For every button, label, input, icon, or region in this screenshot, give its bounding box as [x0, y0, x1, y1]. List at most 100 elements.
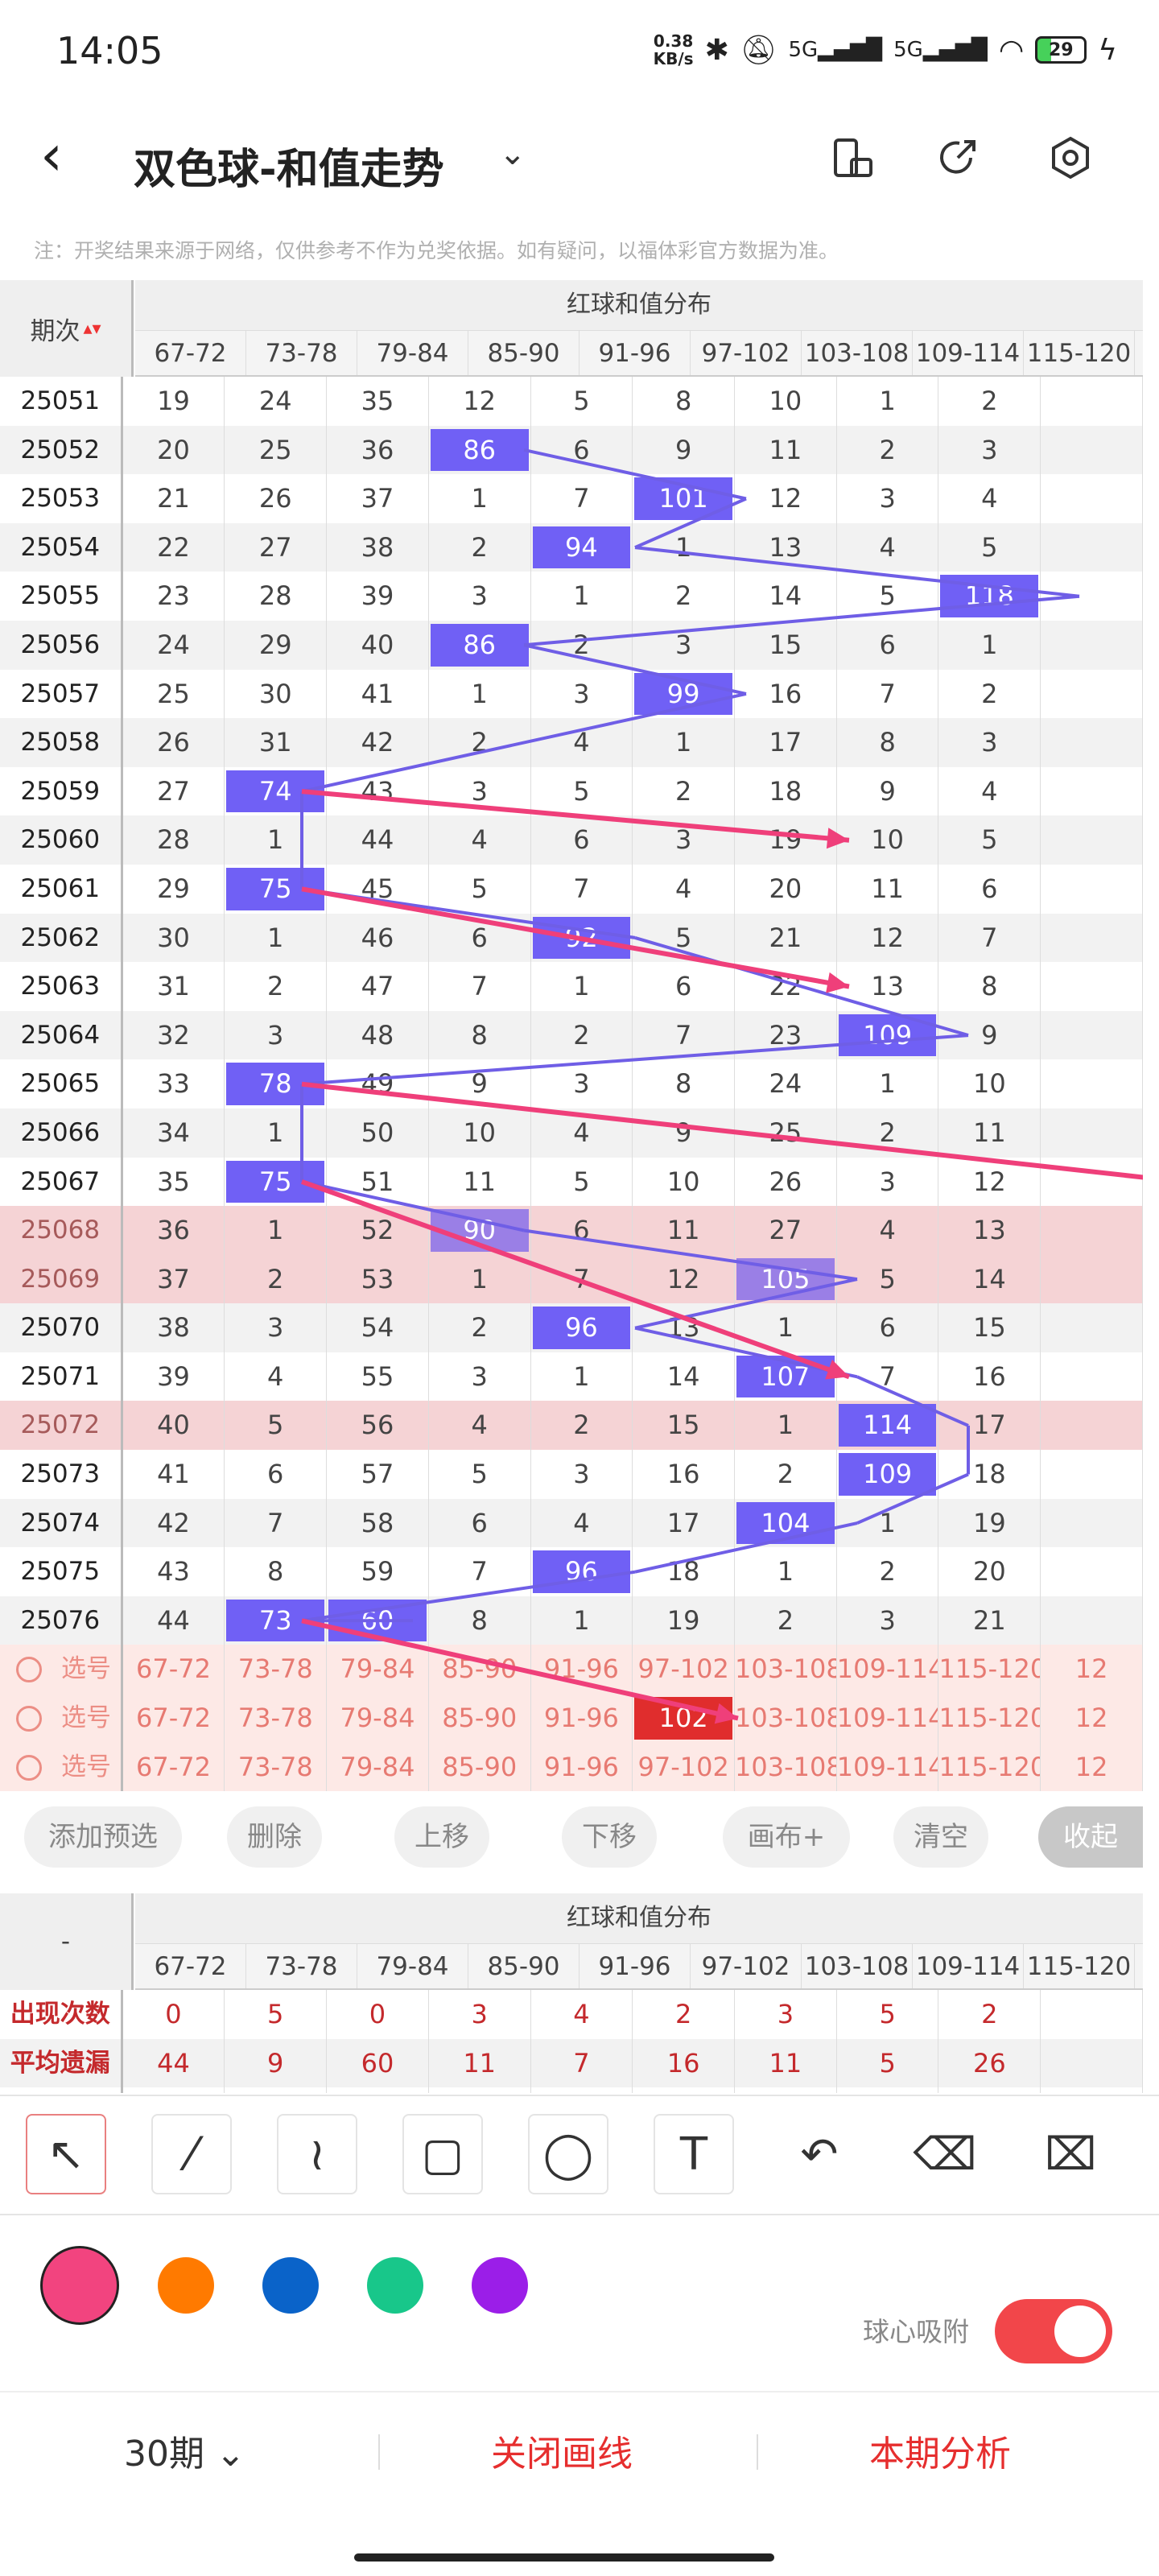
- select-option[interactable]: 97-102: [633, 1742, 736, 1792]
- stats-row: 最大遗漏44316012718271325: [0, 2087, 1143, 2093]
- color-orange[interactable]: [158, 2257, 214, 2314]
- value-cell: 43: [327, 766, 429, 816]
- select-cell[interactable]: 选号: [0, 1645, 123, 1695]
- select-option[interactable]: 97-102: [633, 1645, 736, 1695]
- select-option[interactable]: 67-72: [123, 1645, 225, 1695]
- chevron-down-icon[interactable]: ⌄: [499, 135, 526, 172]
- select-cell[interactable]: 选号: [0, 1694, 123, 1743]
- select-option[interactable]: 109-114: [837, 1742, 939, 1792]
- select-option[interactable]: 79-84: [327, 1645, 429, 1695]
- value-cell: 15: [938, 1303, 1041, 1352]
- select-option[interactable]: 79-84: [327, 1742, 429, 1792]
- select-option[interactable]: 12: [1041, 1645, 1143, 1695]
- select-option[interactable]: 102: [633, 1694, 736, 1743]
- select-row[interactable]: 选号 67-72 73-78 79-84 85-90 91-96 97-102 103-108…: [0, 1742, 1143, 1792]
- select-option[interactable]: 91-96: [531, 1645, 633, 1695]
- line-icon[interactable]: ⁄: [151, 2114, 232, 2194]
- curve-icon[interactable]: ≀: [277, 2114, 357, 2194]
- undo-icon[interactable]: ↶: [800, 2128, 839, 2181]
- value-cell: 5: [531, 1157, 633, 1207]
- period-selector[interactable]: 30期 ⌄: [124, 2434, 245, 2475]
- action-button[interactable]: 上移: [394, 1806, 489, 1868]
- settings-icon[interactable]: [1046, 134, 1095, 182]
- action-bar: 添加预选 删除 上移 下移 画布+ 清空 收起: [0, 1797, 1159, 1877]
- value-cell: 5: [633, 913, 736, 963]
- value-cell: 8: [633, 1059, 736, 1108]
- action-button[interactable]: 删除: [227, 1806, 322, 1868]
- selected-option[interactable]: 102: [634, 1697, 733, 1740]
- radio-icon[interactable]: [16, 1754, 42, 1781]
- value-cell: 8: [633, 377, 736, 426]
- action-button[interactable]: 画布+: [723, 1806, 850, 1868]
- action-button[interactable]: 清空: [893, 1806, 988, 1868]
- select-option[interactable]: 115-120: [938, 1742, 1041, 1792]
- text-icon[interactable]: T: [654, 2114, 734, 2194]
- select-option[interactable]: 115-120: [938, 1645, 1041, 1695]
- table-row: 25072 40 5 56 4 2 15 1 114 17: [0, 1401, 1143, 1451]
- circle-icon[interactable]: ◯: [528, 2114, 608, 2194]
- color-pink[interactable]: [40, 2246, 119, 2325]
- select-row[interactable]: 选号 67-72 73-78 79-84 85-90 91-96 102 103-108 109…: [0, 1694, 1143, 1743]
- select-option[interactable]: 85-90: [429, 1645, 531, 1695]
- select-option[interactable]: 12: [1041, 1742, 1143, 1792]
- value-cell: [1041, 1450, 1143, 1499]
- period-cell: 25068: [0, 1206, 123, 1255]
- select-option[interactable]: 91-96: [531, 1742, 633, 1792]
- select-option[interactable]: 73-78: [225, 1742, 328, 1792]
- stats-table: 红球和值分布 67-72 73-78 79-84 85-90 91-96 97-102 10…: [0, 1893, 1143, 2093]
- value-cell: 51: [327, 1157, 429, 1207]
- stats-value: [1041, 2087, 1143, 2093]
- value-cell: 96: [531, 1547, 633, 1596]
- clear-brush-icon[interactable]: ⌧: [1044, 2128, 1097, 2181]
- select-option[interactable]: 109-114: [837, 1694, 939, 1743]
- select-option[interactable]: 67-72: [123, 1742, 225, 1792]
- radio-icon[interactable]: [16, 1706, 42, 1732]
- select-option[interactable]: 103-108: [735, 1694, 837, 1743]
- close-draw-button[interactable]: 关闭画线: [491, 2434, 633, 2475]
- home-indicator[interactable]: [354, 2553, 774, 2562]
- select-label: 选号: [61, 1752, 111, 1781]
- signal-5g-icon: 5G▂▄▆█: [788, 38, 883, 62]
- select-option[interactable]: 115-120: [938, 1694, 1041, 1743]
- value-cell: 18: [938, 1450, 1041, 1499]
- select-option[interactable]: 12: [1041, 1694, 1143, 1743]
- select-option[interactable]: 85-90: [429, 1742, 531, 1792]
- period-header[interactable]: 期次 ▴▾: [0, 280, 134, 377]
- select-option[interactable]: 109-114: [837, 1645, 939, 1695]
- select-option[interactable]: 73-78: [225, 1645, 328, 1695]
- select-option[interactable]: 67-72: [123, 1694, 225, 1743]
- value-cell: 24: [735, 1059, 837, 1108]
- color-blue[interactable]: [262, 2257, 319, 2314]
- page-title[interactable]: 双色球-和值走势: [134, 146, 444, 194]
- select-option[interactable]: 91-96: [531, 1694, 633, 1743]
- select-option[interactable]: 103-108: [735, 1742, 837, 1792]
- value-cell: 109: [837, 1450, 939, 1499]
- rectangle-icon[interactable]: ▢: [402, 2114, 483, 2194]
- rotate-screen-icon[interactable]: [829, 134, 877, 182]
- select-arrow-icon[interactable]: ↖: [26, 2114, 106, 2194]
- analysis-button[interactable]: 本期分析: [869, 2434, 1011, 2475]
- back-icon[interactable]: ‹: [40, 122, 63, 188]
- sort-icon[interactable]: ▴▾: [83, 318, 101, 339]
- stats-value: 4: [531, 1990, 633, 2039]
- action-button[interactable]: 下移: [562, 1806, 657, 1868]
- share-icon[interactable]: [934, 134, 982, 182]
- action-button[interactable]: 添加预选: [24, 1806, 182, 1868]
- bluetooth-icon: ✱: [704, 33, 729, 67]
- value-cell: 105: [735, 1254, 837, 1304]
- select-option[interactable]: 103-108: [735, 1645, 837, 1695]
- select-row[interactable]: 选号 67-72 73-78 79-84 85-90 91-96 97-102 103-108…: [0, 1645, 1143, 1695]
- color-green[interactable]: [367, 2257, 423, 2314]
- select-option[interactable]: 85-90: [429, 1694, 531, 1743]
- value-cell: [1041, 913, 1143, 963]
- value-cell: 53: [327, 1254, 429, 1304]
- select-option[interactable]: 79-84: [327, 1694, 429, 1743]
- eraser-icon[interactable]: ⌫: [913, 2128, 977, 2181]
- action-button[interactable]: 收起: [1038, 1806, 1143, 1868]
- snap-toggle[interactable]: [995, 2299, 1112, 2363]
- radio-icon[interactable]: [16, 1657, 42, 1683]
- select-option[interactable]: 73-78: [225, 1694, 328, 1743]
- select-cell[interactable]: 选号: [0, 1742, 123, 1792]
- color-purple[interactable]: [472, 2257, 528, 2314]
- value-cell: 21: [123, 474, 225, 523]
